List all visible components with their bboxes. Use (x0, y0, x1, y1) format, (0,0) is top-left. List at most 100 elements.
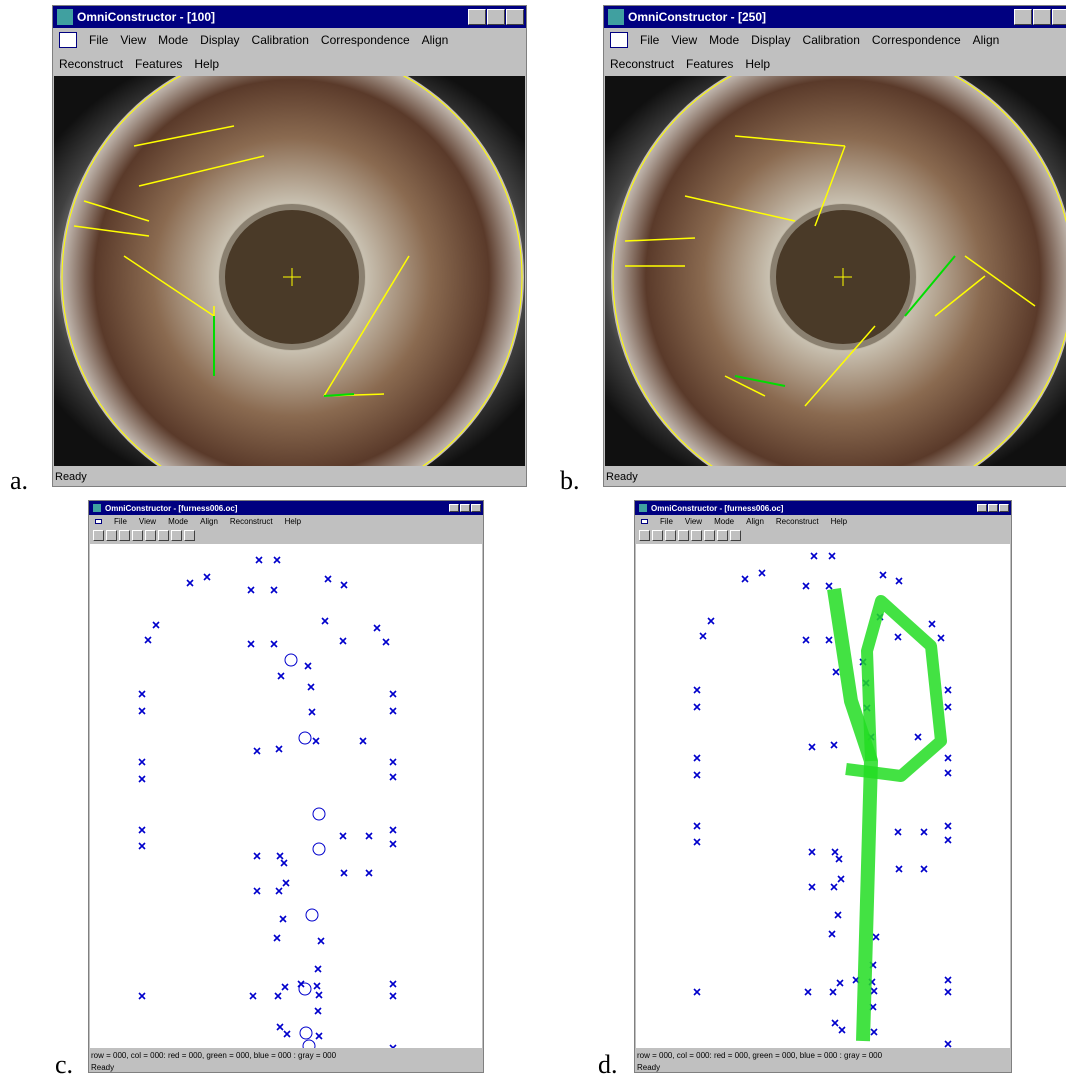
tool-button[interactable] (171, 530, 182, 541)
menu-item[interactable]: Help (285, 517, 301, 526)
feature-point (694, 755, 700, 761)
tool-button[interactable] (704, 530, 715, 541)
window-title: OmniConstructor - [furness006.oc] (105, 504, 237, 513)
feature-point (314, 983, 320, 989)
feature-point (880, 572, 886, 578)
menu-item[interactable]: Align (746, 517, 764, 526)
max-button[interactable] (460, 504, 470, 512)
feature-point (694, 687, 700, 693)
tool-button[interactable] (145, 530, 156, 541)
window-title: OmniConstructor - [100] (77, 10, 215, 24)
app-window: OmniConstructor - [100] File View Mode Displ… (52, 5, 527, 487)
feature-point (742, 576, 748, 582)
feature-point (248, 587, 254, 593)
menu-item[interactable]: Mode (168, 517, 188, 526)
tool-button[interactable] (184, 530, 195, 541)
feature-point (832, 1020, 838, 1026)
menu-bar: Reconstruct Features Help (604, 52, 1066, 76)
feature-point (921, 829, 927, 835)
menu-item[interactable]: File (114, 517, 127, 526)
menu-item[interactable]: Features (135, 57, 182, 71)
window-buttons (977, 504, 1011, 512)
feature-point (383, 639, 389, 645)
feature-point (281, 860, 287, 866)
feature-point (390, 691, 396, 697)
tool-button[interactable] (119, 530, 130, 541)
tool-button[interactable] (652, 530, 663, 541)
menu-item[interactable]: Calibration (803, 33, 860, 47)
app-icon (639, 504, 647, 512)
toolbar (89, 528, 483, 544)
min-button[interactable] (977, 504, 987, 512)
menu-item[interactable]: Correspondence (321, 33, 410, 47)
max-button[interactable] (1033, 9, 1051, 25)
feature-point (826, 583, 832, 589)
menu-item[interactable]: Align (422, 33, 449, 47)
close-button[interactable] (1052, 9, 1066, 25)
menu-item[interactable]: Mode (158, 33, 188, 47)
feature-point (139, 776, 145, 782)
tool-button[interactable] (93, 530, 104, 541)
title-bar: OmniConstructor - [100] (53, 6, 526, 28)
menu-item[interactable]: View (671, 33, 697, 47)
menu-item[interactable]: File (660, 517, 673, 526)
tool-button[interactable] (132, 530, 143, 541)
min-button[interactable] (449, 504, 459, 512)
feature-point (274, 935, 280, 941)
menu-item[interactable]: File (89, 33, 108, 47)
menu-item[interactable]: Display (200, 33, 239, 47)
feature-point (390, 708, 396, 714)
min-button[interactable] (1014, 9, 1032, 25)
app-icon (608, 9, 624, 25)
menu-item[interactable]: Mode (714, 517, 734, 526)
menu-item[interactable]: Display (751, 33, 790, 47)
max-button[interactable] (487, 9, 505, 25)
tool-button[interactable] (717, 530, 728, 541)
menu-item[interactable]: Help (194, 57, 219, 71)
tool-button[interactable] (730, 530, 741, 541)
menu-item[interactable]: View (139, 517, 156, 526)
feature-point (895, 634, 901, 640)
feature-point (832, 849, 838, 855)
map-canvas (636, 544, 1010, 1048)
max-button[interactable] (988, 504, 998, 512)
feature-point (308, 684, 314, 690)
menu-item[interactable]: View (120, 33, 146, 47)
window-buttons (449, 504, 483, 512)
menu-item[interactable]: Calibration (252, 33, 309, 47)
menu-item[interactable]: File (640, 33, 659, 47)
tool-button[interactable] (106, 530, 117, 541)
menu-item[interactable]: Help (831, 517, 847, 526)
close-button[interactable] (999, 504, 1009, 512)
tool-button[interactable] (665, 530, 676, 541)
close-button[interactable] (471, 504, 481, 512)
menu-item[interactable]: Correspondence (872, 33, 961, 47)
feature-point (276, 888, 282, 894)
feature-point (945, 1041, 951, 1047)
menu-item[interactable]: Reconstruct (776, 517, 819, 526)
menu-item[interactable]: Reconstruct (59, 57, 123, 71)
tool-button[interactable] (158, 530, 169, 541)
menu-item[interactable]: Reconstruct (230, 517, 273, 526)
menu-item[interactable]: Help (745, 57, 770, 71)
app-icon (57, 9, 73, 25)
feature-point (139, 708, 145, 714)
menu-item[interactable]: Align (200, 517, 218, 526)
feature-point (831, 742, 837, 748)
window-buttons (1014, 9, 1066, 25)
feature-point (248, 641, 254, 647)
menu-item[interactable]: Align (973, 33, 1000, 47)
camera-position (300, 1027, 312, 1039)
tool-button[interactable] (639, 530, 650, 541)
close-button[interactable] (506, 9, 524, 25)
tool-button[interactable] (691, 530, 702, 541)
menu-item[interactable]: View (685, 517, 702, 526)
feature-point (316, 1033, 322, 1039)
menu-item[interactable]: Mode (709, 33, 739, 47)
feature-point (759, 570, 765, 576)
feature-point (694, 823, 700, 829)
tool-button[interactable] (678, 530, 689, 541)
min-button[interactable] (468, 9, 486, 25)
menu-item[interactable]: Features (686, 57, 733, 71)
menu-item[interactable]: Reconstruct (610, 57, 674, 71)
